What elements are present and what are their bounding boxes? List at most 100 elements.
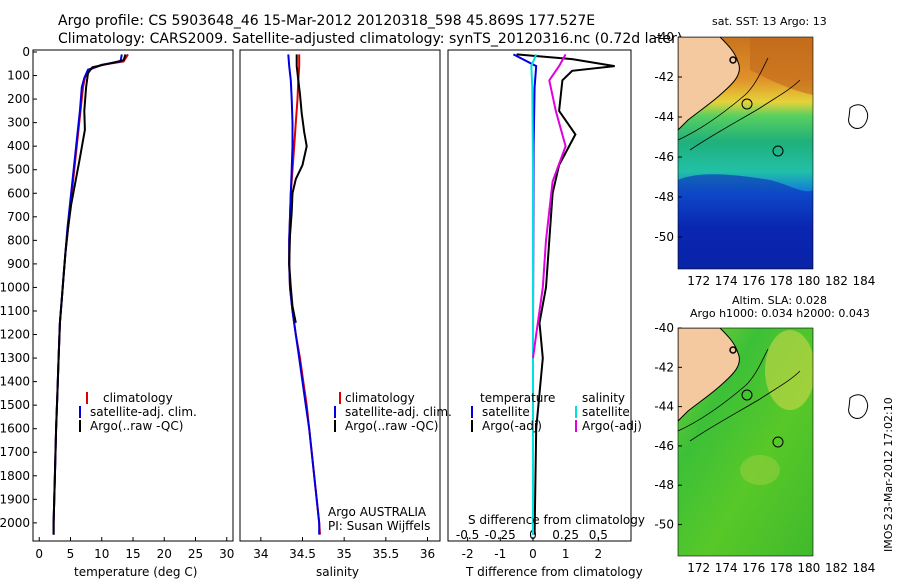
argo-location-marker <box>729 346 737 354</box>
sla-map-title: Altim. SLA: 0.028 <box>732 294 827 307</box>
map-lat-label: -46 <box>654 439 674 453</box>
top-tick-label: 0 <box>529 528 537 542</box>
sla-island <box>848 394 869 419</box>
map-lat-label: -42 <box>654 360 674 374</box>
map-lon-label: 178 <box>770 561 793 575</box>
depth-tick-label: 100 <box>7 69 30 83</box>
map-lon-label: 178 <box>770 274 793 288</box>
x-tick-label: 5 <box>67 547 75 561</box>
map-lat-label: -48 <box>654 478 674 492</box>
profile-line-argo---raw--qc- <box>52 54 127 535</box>
legend-label-argo: Argo(..raw -QC) <box>90 419 183 433</box>
map-lon-label: 176 <box>742 561 765 575</box>
sst-land <box>678 37 740 131</box>
map-lat-label: -40 <box>654 30 674 44</box>
x-tick-label: 35.5 <box>372 547 399 561</box>
x-tick-label: 10 <box>94 547 109 561</box>
x-tick-label: 15 <box>125 547 140 561</box>
x-tick-label: 35 <box>337 547 352 561</box>
depth-tick-label: 600 <box>7 186 30 200</box>
x-tick-label: 2 <box>595 547 603 561</box>
map-lon-label: 174 <box>715 561 738 575</box>
legend-label-climatology: climatology <box>345 391 415 405</box>
top-tick-label: -0.25 <box>485 528 516 542</box>
float-owner-annotation: Argo AUSTRALIA <box>328 505 427 519</box>
header-line-2: Climatology: CARS2009. Satellite-adjuste… <box>58 31 682 47</box>
map-lon-label: 174 <box>715 274 738 288</box>
depth-tick-label: 900 <box>7 257 30 271</box>
sst-map-frame <box>677 36 814 270</box>
temperature-legend: climatology satellite-adj. clim. Argo(..… <box>79 391 197 433</box>
legend-label-t-argo: Argo(-adj) <box>482 419 542 433</box>
difference-legend: temperature salinity satellite Argo(-adj… <box>471 391 642 433</box>
depth-tick-label: 1600 <box>0 422 30 436</box>
sst-warm-patch <box>750 37 813 95</box>
x-tick-label: 1 <box>562 547 570 561</box>
sla-contour-1000m <box>678 348 769 432</box>
profile-line-argo--adj- <box>532 53 567 359</box>
depth-tick-label: 300 <box>7 116 30 130</box>
depth-tick-label: 500 <box>7 163 30 177</box>
map-lon-label: 180 <box>797 561 820 575</box>
axis-ticks-layer: 0100200300400500600700800900100011001200… <box>0 45 608 561</box>
depth-tick-label: 400 <box>7 139 30 153</box>
sla-high-patch <box>765 330 813 410</box>
map-lon-label: 180 <box>797 274 820 288</box>
map-lat-label: -44 <box>654 400 674 414</box>
sst-contour-2000m <box>689 79 801 151</box>
map-lon-label: 172 <box>687 274 710 288</box>
depth-tick-label: 1100 <box>0 304 30 318</box>
difference-xlabel: T difference from climatology <box>465 565 643 579</box>
depth-tick-label: 1900 <box>0 492 30 506</box>
depth-tick-label: 1500 <box>0 398 30 412</box>
map-lon-label: 184 <box>853 561 876 575</box>
depth-tick-label: 700 <box>7 210 30 224</box>
profile-lines-layer <box>52 53 615 535</box>
argo-location-marker <box>741 389 753 401</box>
depth-tick-label: 200 <box>7 92 30 106</box>
sst-map-title: sat. SST: 13 Argo: 13 <box>712 15 827 28</box>
sst-contour-1000m <box>678 57 769 141</box>
profile-line-argo---raw--qc- <box>288 54 308 323</box>
profile-line-argo--adj- <box>516 53 615 535</box>
depth-tick-label: 1000 <box>0 280 30 294</box>
map-lon-label: 172 <box>687 561 710 575</box>
x-tick-label: 0 <box>529 547 537 561</box>
argo-location-marker <box>772 436 784 448</box>
profile-line-climatology <box>52 53 129 535</box>
map-lat-label: -48 <box>654 190 674 204</box>
profile-line-satellite-adj--clim- <box>52 54 123 535</box>
argo-location-marker <box>741 98 753 110</box>
depth-tick-label: 1400 <box>0 375 30 389</box>
sla-map-frame <box>677 327 814 557</box>
sst-cold-patch <box>678 174 813 269</box>
sst-island <box>848 104 869 129</box>
argo-location-marker <box>729 56 737 64</box>
map-lat-label: -42 <box>654 70 674 84</box>
argo-location-marker <box>772 145 784 157</box>
header-line-1: Argo profile: CS 5903648_46 15-Mar-2012 … <box>58 13 595 29</box>
x-tick-label: 0 <box>35 547 43 561</box>
sla-map <box>678 328 813 556</box>
map-lon-label: 182 <box>825 274 848 288</box>
depth-tick-label: 1200 <box>0 328 30 342</box>
map-lon-label: 182 <box>825 561 848 575</box>
salinity-panel-frame <box>239 49 441 542</box>
legend-label-satellite: satellite-adj. clim. <box>90 405 197 419</box>
map-lon-label: 184 <box>853 274 876 288</box>
sla-land <box>678 328 740 422</box>
salinity-legend: climatology satellite-adj. clim. Argo(..… <box>334 391 452 433</box>
x-tick-label: 30 <box>219 547 234 561</box>
sla-contour-2000m <box>689 370 801 442</box>
x-tick-label: 34 <box>253 547 268 561</box>
difference-top-axis-label: S difference from climatology <box>468 513 645 527</box>
depth-tick-label: 1800 <box>0 469 30 483</box>
depth-tick-label: 1700 <box>0 445 30 459</box>
legend-label-s-argo: Argo(-adj) <box>582 419 642 433</box>
legend-label-satellite: satellite-adj. clim. <box>345 405 452 419</box>
sla-map-axes: 172 174 176 178 180 182 184 -40 -42 -44 -46 -48 -50 <box>654 321 875 575</box>
side-stamp: IMOS 23-Mar-2012 17:02:10 <box>882 397 895 552</box>
sst-map <box>678 37 813 269</box>
legend-label-t-satellite: satellite <box>482 405 530 419</box>
map-lat-label: -46 <box>654 150 674 164</box>
